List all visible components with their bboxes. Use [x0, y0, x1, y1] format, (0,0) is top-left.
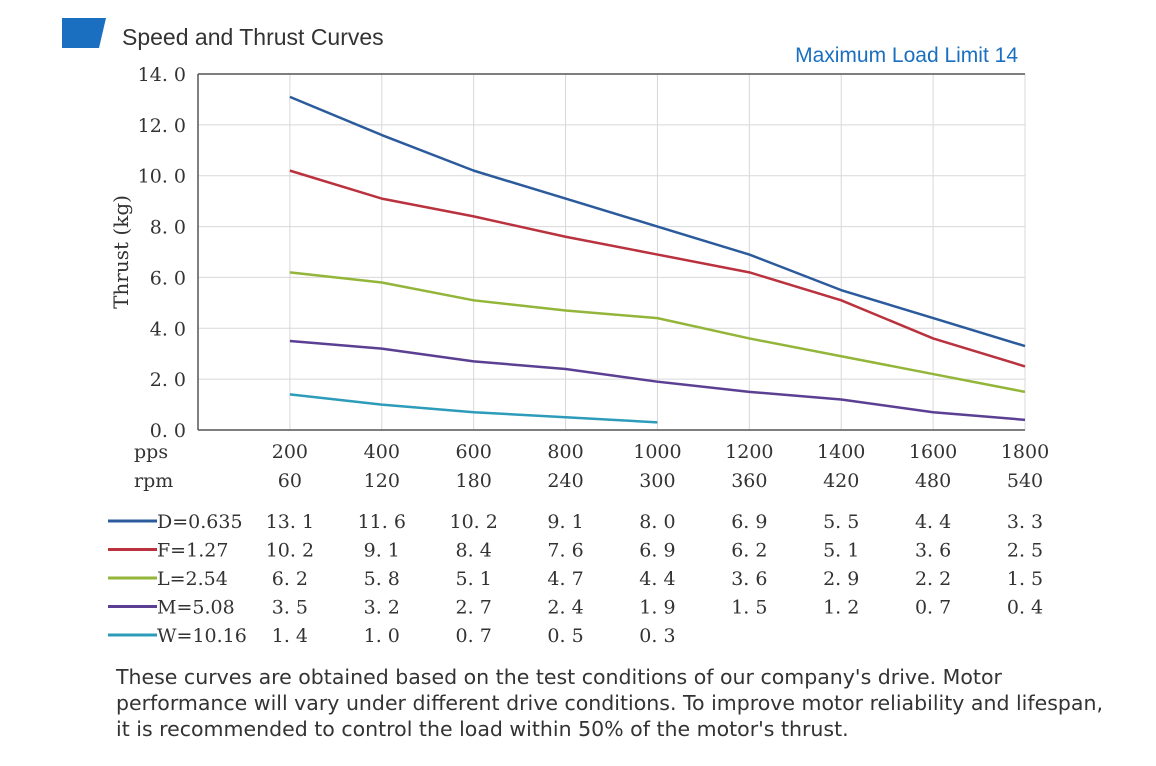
y-axis-label: Thrust (kg): [109, 195, 133, 309]
table-value: 8. 0: [639, 511, 675, 533]
legend-label: F=1.27: [157, 540, 228, 562]
title-accent-block: [62, 18, 106, 48]
y-tick-label: 10. 0: [138, 166, 186, 188]
legend-label: W=10.16: [157, 625, 247, 647]
y-tick-label: 12. 0: [138, 115, 186, 137]
table-value: 3. 5: [272, 597, 308, 619]
x-tick-rpm: 480: [915, 470, 951, 492]
table-value: 5. 1: [823, 540, 859, 562]
x-tick-pps: 200: [272, 441, 308, 463]
x-tick-rpm: 120: [364, 470, 400, 492]
table-value: 4. 7: [547, 568, 583, 590]
table-value: 3. 3: [1007, 511, 1043, 533]
table-value: 5. 5: [823, 511, 859, 533]
y-tick-label: 14. 0: [138, 64, 186, 86]
table-value: 0. 5: [547, 625, 583, 647]
table-value: 0. 4: [1007, 597, 1043, 619]
x-tick-rpm: 240: [547, 470, 583, 492]
legend-label: M=5.08: [157, 597, 235, 619]
x-tick-pps: 1000: [633, 441, 681, 463]
table-value: 2. 5: [1007, 540, 1043, 562]
table-value: 6. 2: [272, 568, 308, 590]
table-value: 1. 4: [272, 625, 308, 647]
x-tick-pps: 1200: [725, 441, 773, 463]
table-value: 3. 6: [731, 568, 767, 590]
x-tick-rpm: 180: [456, 470, 492, 492]
table-value: 10. 2: [266, 540, 314, 562]
table-value: 3. 2: [364, 597, 400, 619]
table-value: 2. 4: [547, 597, 583, 619]
legend-label: L=2.54: [157, 568, 228, 590]
x-tick-rpm: 60: [278, 470, 302, 492]
x-tick-pps: 800: [547, 441, 583, 463]
x-tick-pps: 1600: [909, 441, 957, 463]
table-value: 2. 2: [915, 568, 951, 590]
x-tick-rpm: 540: [1007, 470, 1043, 492]
table-value: 9. 1: [547, 511, 583, 533]
table-value: 9. 1: [364, 540, 400, 562]
table-value: 4. 4: [639, 568, 675, 590]
table-value: 6. 2: [731, 540, 767, 562]
table-value: 0. 3: [639, 625, 675, 647]
x-unit-pps: pps: [134, 441, 168, 463]
x-tick-pps: 400: [364, 441, 400, 463]
y-tick-label: 0. 0: [150, 420, 186, 442]
chart-title: Speed and Thrust Curves: [122, 24, 384, 50]
table-value: 5. 1: [456, 568, 492, 590]
x-unit-rpm: rpm: [134, 470, 173, 492]
table-value: 1. 5: [731, 597, 767, 619]
legend-label: D=0.635: [157, 511, 243, 533]
table-value: 1. 9: [639, 597, 675, 619]
table-value: 13. 1: [266, 511, 314, 533]
table-value: 2. 7: [456, 597, 492, 619]
x-tick-pps: 1400: [817, 441, 865, 463]
table-value: 3. 6: [915, 540, 951, 562]
table-value: 5. 8: [364, 568, 400, 590]
table-value: 0. 7: [915, 597, 951, 619]
table-value: 4. 4: [915, 511, 951, 533]
x-tick-rpm: 420: [823, 470, 859, 492]
table-value: 2. 9: [823, 568, 859, 590]
table-value: 0. 7: [456, 625, 492, 647]
x-tick-pps: 600: [456, 441, 492, 463]
x-tick-pps: 1800: [1001, 441, 1049, 463]
table-value: 1. 5: [1007, 568, 1043, 590]
table-value: 10. 2: [449, 511, 497, 533]
table-value: 7. 6: [547, 540, 583, 562]
max-load-label: Maximum Load Limit 14: [795, 44, 1018, 67]
table-value: 6. 9: [639, 540, 675, 562]
table-value: 8. 4: [456, 540, 492, 562]
y-tick-label: 4. 0: [150, 318, 186, 340]
footnote: These curves are obtained based on the t…: [116, 665, 1103, 741]
y-tick-label: 2. 0: [150, 369, 186, 391]
table-value: 1. 2: [823, 597, 859, 619]
table-value: 1. 0: [364, 625, 400, 647]
x-tick-rpm: 300: [639, 470, 675, 492]
y-tick-label: 8. 0: [150, 217, 186, 239]
table-value: 6. 9: [731, 511, 767, 533]
x-tick-rpm: 360: [731, 470, 767, 492]
y-tick-label: 6. 0: [150, 267, 186, 289]
table-value: 11. 6: [358, 511, 406, 533]
